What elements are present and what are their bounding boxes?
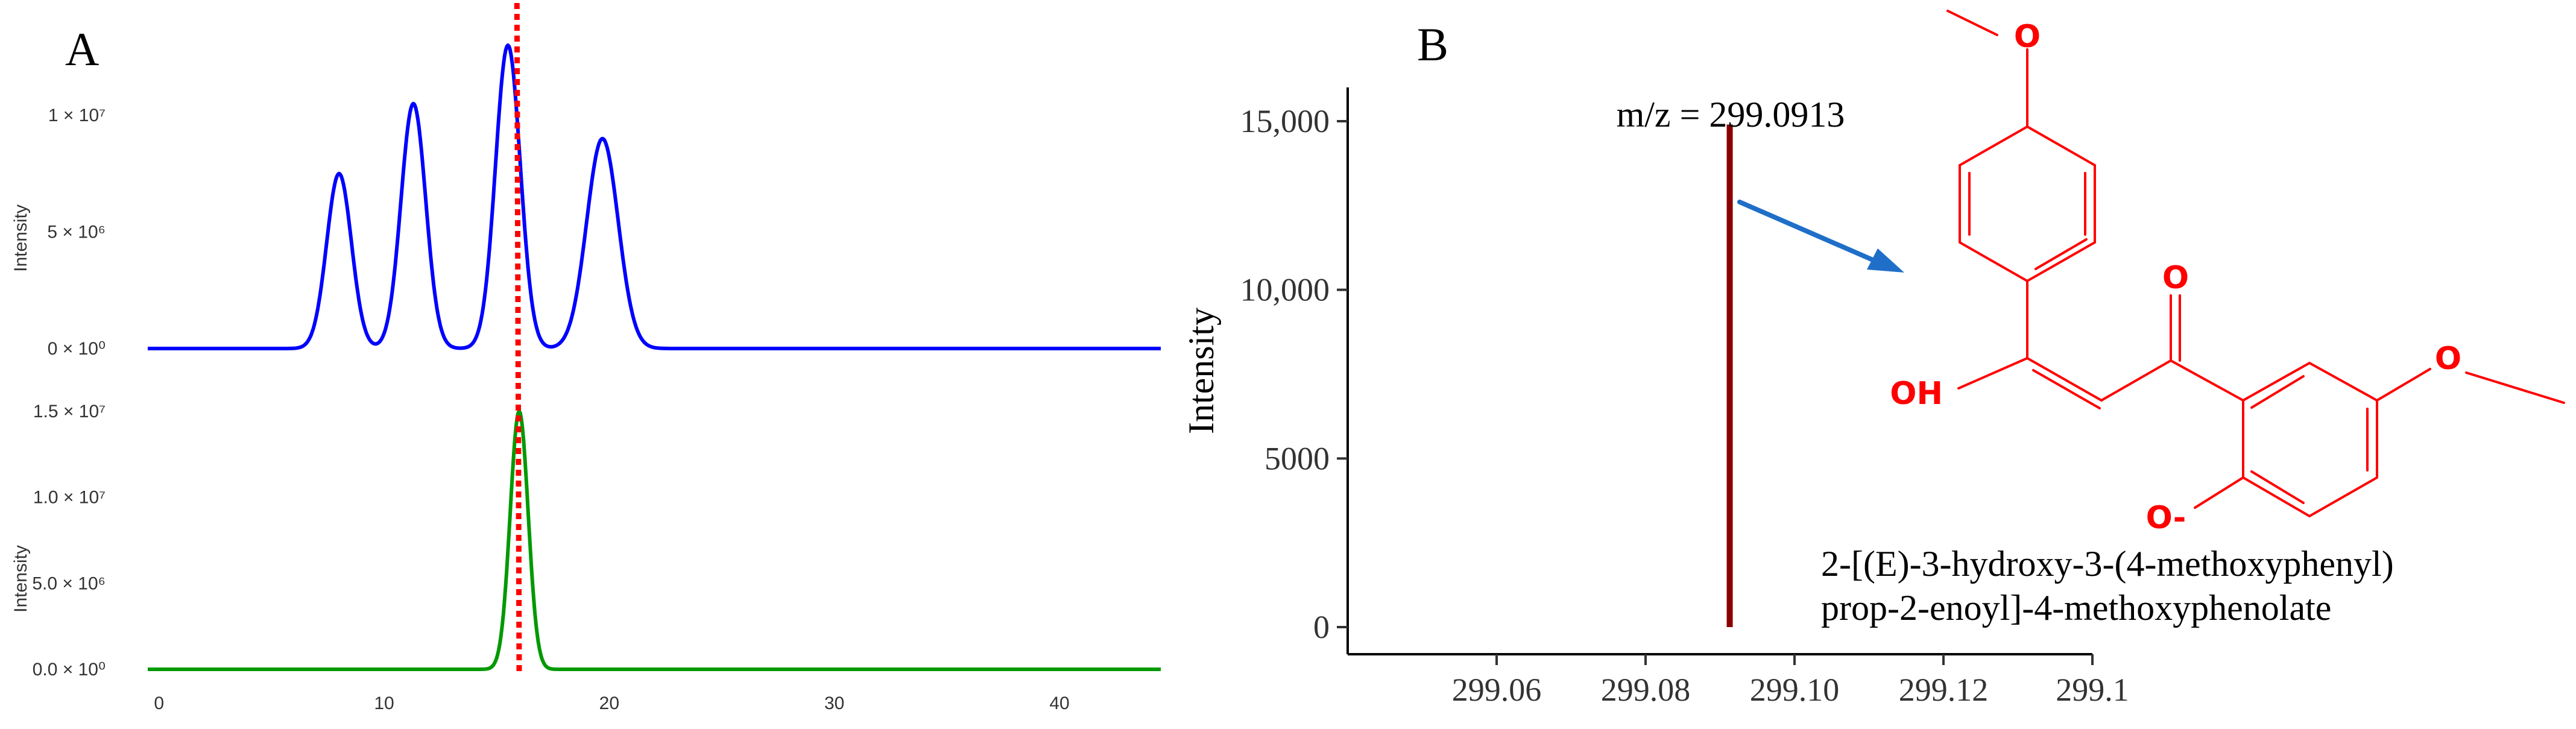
spectrum-x-tick-label-3: 299.12 (1899, 672, 1989, 708)
mass-spectrum: Intensity 0 5000 10,000 15,000 299.06 299.08… (1181, 87, 2129, 708)
spectrum-y-tick-label-1: 5000 (1264, 440, 1330, 476)
compound-name-line2: prop-2-enoyl]-4-methoxyphenolate (1821, 588, 2331, 628)
atom-methoxy-top-o: O (2014, 19, 2041, 55)
eic-lines (147, 2, 1162, 675)
spectrum-x-tick-label-1: 299.08 (1601, 672, 1691, 708)
spectrum-y-tick-label-0: 0 (1313, 609, 1330, 645)
tic-y-ticks: 0 × 10⁰ 5 × 10⁶ 1 × 10⁷ (47, 106, 106, 359)
eic-x-ticks: 0 10 20 30 40 (154, 693, 1069, 713)
atom-ketone-o: O (2162, 260, 2189, 296)
spectrum-x-tick-label-2: 299.10 (1750, 672, 1840, 708)
total-ion-chromatogram: Intensity 0 × 10⁰ 5 × 10⁶ 1 × 10⁷ (11, 43, 1162, 359)
eic-series-line-0 (147, 409, 1162, 671)
eic-x-tick-label-1: 10 (374, 693, 394, 713)
eic-y-tick-label-2: 1.0 × 10⁷ (33, 488, 106, 508)
eic-y-axis-label: Intensity (11, 545, 31, 613)
eic-y-ticks: 0.0 × 10⁰ 5.0 × 10⁶ 1.0 × 10⁷ 1.5 × 10⁷ (32, 402, 106, 680)
panel-a-label: A (65, 23, 99, 75)
spectrum-x-ticks: 299.06 299.08 299.10 299.12 299.1 (1452, 654, 2129, 708)
atom-methoxy-right-o: O (2435, 341, 2461, 377)
spectrum-x-tick-label-0: 299.06 (1452, 672, 1542, 708)
eic-y-tick-label-1: 5.0 × 10⁶ (32, 573, 106, 593)
spectrum-y-tick-label-2: 10,000 (1240, 272, 1330, 308)
tic-y-axis-label: Intensity (11, 204, 31, 272)
eic-x-tick-label-4: 40 (1049, 693, 1069, 713)
atom-phenolate-o: O- (2146, 500, 2186, 536)
eic-x-tick-label-2: 20 (599, 693, 619, 713)
tic-series-line-0 (147, 43, 1162, 350)
spectrum-y-axis-label: Intensity (1181, 308, 1221, 434)
pointer-arrow (1737, 200, 1904, 273)
tic-y-tick-label-0: 0 × 10⁰ (48, 339, 106, 359)
tic-y-tick-label-1: 5 × 10⁶ (47, 222, 106, 242)
atom-hydroxyl: OH (1890, 376, 1943, 412)
extracted-ion-chromatogram: Intensity 0.0 × 10⁰ 5.0 × 10⁶ 1.0 × 10⁷ 1.5… (11, 2, 1162, 713)
spectrum-x-tick-label-4: 299.1 (2056, 672, 2129, 708)
panel-b-label: B (1417, 18, 1448, 71)
retention-time-marker (514, 2, 522, 675)
mz-annotation: m/z = 299.0913 (1617, 95, 1845, 134)
tic-lines (147, 43, 1162, 350)
tic-y-tick-label-2: 1 × 10⁷ (48, 106, 106, 125)
compound-name-line1: 2-[(E)-3-hydroxy-3-(4-methoxyphenyl) (1821, 544, 2394, 584)
spectrum-y-ticks: 0 5000 10,000 15,000 (1240, 103, 1348, 645)
eic-y-tick-label-0: 0.0 × 10⁰ (33, 660, 106, 680)
chemical-structure (1946, 10, 2565, 518)
eic-x-tick-label-0: 0 (154, 693, 164, 713)
spectrum-y-tick-label-3: 15,000 (1240, 103, 1330, 139)
eic-y-tick-label-3: 1.5 × 10⁷ (33, 402, 106, 421)
eic-x-tick-label-3: 30 (824, 693, 844, 713)
